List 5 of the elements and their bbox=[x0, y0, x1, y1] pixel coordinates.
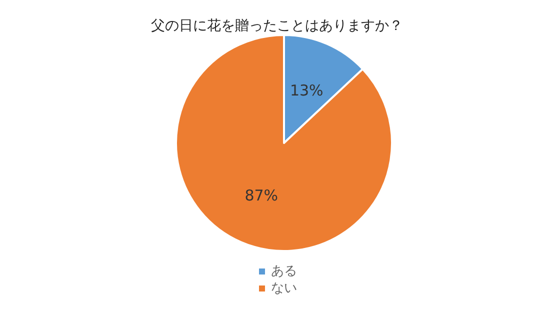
data-label: 87% bbox=[244, 186, 278, 204]
data-label: 13% bbox=[290, 82, 324, 100]
legend-label: ある bbox=[271, 264, 297, 279]
legend-label: ない bbox=[271, 281, 297, 296]
chart-title: 父の日に花を贈ったことはありますか？ bbox=[151, 18, 403, 34]
